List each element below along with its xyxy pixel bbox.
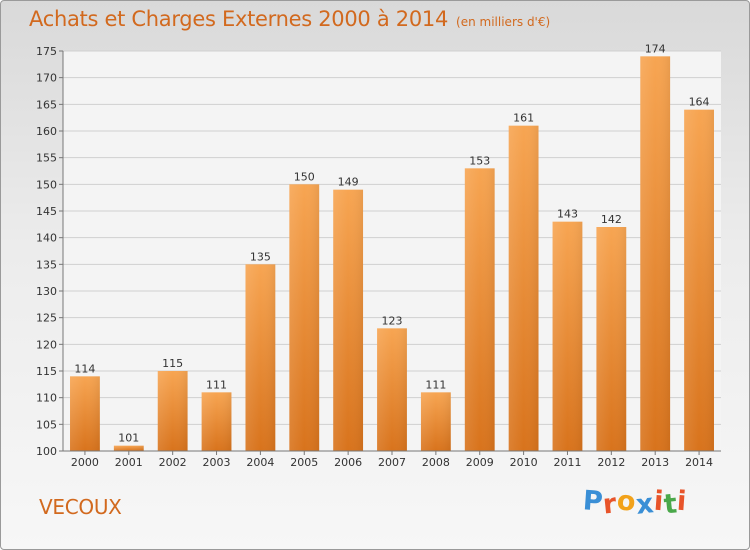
commune-name: VECOUX: [39, 495, 122, 519]
data-label-2004: 135: [250, 250, 271, 263]
y-tick-label: 165: [36, 98, 57, 111]
data-label-2008: 111: [425, 378, 446, 391]
x-tick-label-2010: 2010: [510, 456, 538, 469]
bar-shade-2012: [596, 227, 627, 451]
y-tick-label: 160: [36, 125, 57, 138]
data-label-2002: 115: [162, 357, 183, 370]
bar-shade-2011: [552, 221, 583, 451]
y-tick-label: 125: [36, 312, 57, 325]
x-tick-label-2008: 2008: [422, 456, 450, 469]
bar-shade-2002: [157, 371, 188, 451]
data-label-2010: 161: [513, 112, 534, 125]
data-label-2003: 111: [206, 378, 227, 391]
x-tick-label-2013: 2013: [641, 456, 669, 469]
bar-shade-2007: [377, 328, 407, 451]
x-tick-label-2001: 2001: [115, 456, 143, 469]
y-tick-label: 100: [36, 445, 57, 458]
y-tick-label: 155: [36, 152, 57, 165]
bar-shade-2008: [420, 392, 451, 451]
data-label-2007: 123: [382, 314, 403, 327]
bar-shade-2005: [289, 184, 320, 452]
y-tick-label: 175: [36, 45, 57, 58]
bar-shade-2006: [333, 189, 364, 451]
y-tick-label: 105: [36, 418, 57, 431]
bar-shade-2001: [113, 445, 144, 451]
bar-shade-2009: [464, 168, 495, 452]
x-tick-label-2007: 2007: [378, 456, 406, 469]
bar-shade-2013: [640, 56, 671, 451]
data-label-2005: 150: [294, 170, 315, 183]
y-tick-label: 170: [36, 72, 57, 85]
data-label-2012: 142: [601, 213, 622, 226]
x-tick-label-2000: 2000: [71, 456, 99, 469]
y-tick-label: 150: [36, 178, 57, 191]
x-tick-label-2002: 2002: [159, 456, 187, 469]
y-tick-label: 135: [36, 258, 57, 271]
bar-shade-2004: [245, 264, 276, 451]
data-label-2011: 143: [557, 208, 578, 221]
chart-title: Achats et Charges Externes 2000 à 2014 (e…: [29, 7, 550, 31]
data-label-2014: 164: [689, 96, 710, 109]
x-tick-label-2009: 2009: [466, 456, 494, 469]
proxiti-logo: Proxiti: [582, 485, 689, 521]
x-tick-label-2011: 2011: [553, 456, 581, 469]
chart-title-text: Achats et Charges Externes 2000 à 2014: [29, 7, 449, 31]
y-tick-label: 140: [36, 232, 57, 245]
data-label-2000: 114: [74, 362, 95, 375]
x-tick-label-2005: 2005: [290, 456, 318, 469]
y-tick-label: 110: [36, 392, 57, 405]
data-label-2013: 174: [645, 42, 666, 55]
y-tick-label: 145: [36, 205, 57, 218]
bar-shade-2000: [70, 376, 100, 451]
x-tick-label-2004: 2004: [246, 456, 274, 469]
logo-letter: i: [676, 485, 689, 518]
data-label-2006: 149: [338, 176, 359, 189]
chart-subtitle: (en milliers d'€): [456, 15, 551, 29]
y-tick-label: 120: [36, 338, 57, 351]
bar-shade-2014: [684, 109, 714, 452]
y-tick-label: 115: [36, 365, 57, 378]
x-tick-label-2014: 2014: [685, 456, 713, 469]
bar-shade-2010: [508, 125, 539, 452]
x-tick-label-2003: 2003: [203, 456, 231, 469]
data-label-2009: 153: [469, 154, 490, 167]
x-tick-label-2006: 2006: [334, 456, 362, 469]
x-tick-label-2012: 2012: [597, 456, 625, 469]
y-tick-label: 130: [36, 285, 57, 298]
data-label-2001: 101: [118, 432, 139, 445]
bar-shade-2003: [201, 392, 232, 451]
